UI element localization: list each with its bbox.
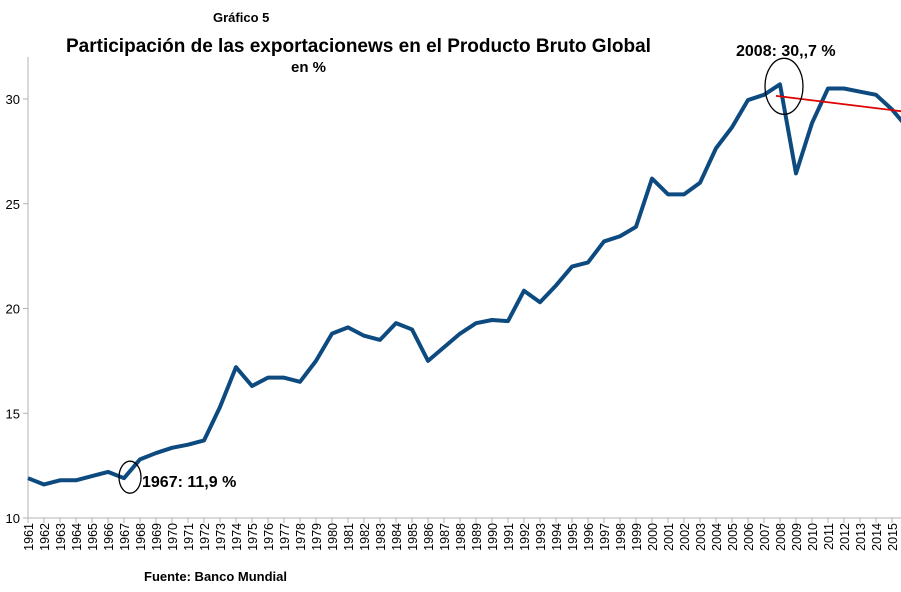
x-tick-label: 2003 xyxy=(694,523,708,551)
x-tick-label: 1965 xyxy=(86,523,100,551)
x-tick-label: 1986 xyxy=(422,523,436,551)
x-tick-label: 1968 xyxy=(134,523,148,551)
source-note: Fuente: Banco Mundial xyxy=(144,569,287,584)
x-tick-label: 1978 xyxy=(294,523,308,551)
x-tick-label: 1990 xyxy=(486,523,500,551)
x-tick-label: 1962 xyxy=(38,523,52,551)
x-tick-label: 2002 xyxy=(678,523,692,551)
chart-title: Participación de las exportacionews en e… xyxy=(66,36,651,57)
x-tick-label: 1987 xyxy=(438,523,452,551)
x-tick-label: 1999 xyxy=(630,523,644,551)
x-tick-label: 1977 xyxy=(278,523,292,551)
x-tick-label: 1989 xyxy=(470,523,484,551)
chart-subtitle: en % xyxy=(291,59,327,76)
y-tick-label: 10 xyxy=(6,511,20,526)
x-tick-label: 2010 xyxy=(806,523,820,551)
x-tick-label: 1988 xyxy=(454,523,468,551)
x-tick-label: 1998 xyxy=(614,523,628,551)
x-tick-label: 2000 xyxy=(646,523,660,551)
x-tick-label: 1985 xyxy=(406,523,420,551)
x-tick-label: 1991 xyxy=(502,523,516,551)
annotation-circle xyxy=(118,460,142,494)
x-tick-label: 1970 xyxy=(166,523,180,551)
y-tick-label: 15 xyxy=(6,406,20,421)
x-tick-label: 1963 xyxy=(54,523,68,551)
x-tick-label: 1992 xyxy=(518,523,532,551)
x-tick-label: 1964 xyxy=(70,523,84,551)
y-tick-label: 25 xyxy=(6,197,20,212)
x-tick-label: 1969 xyxy=(150,523,164,551)
x-tick-label: 2005 xyxy=(726,523,740,551)
x-tick-label: 1971 xyxy=(182,523,196,551)
series-line xyxy=(27,82,901,487)
trend-line xyxy=(775,94,901,113)
x-tick-label: 2011 xyxy=(822,523,836,550)
x-tick-label: 1975 xyxy=(246,523,260,551)
x-tick-label: 1972 xyxy=(198,523,212,551)
x-tick-label: 1984 xyxy=(390,523,404,551)
x-tick-label: 1994 xyxy=(550,523,564,551)
figure-label: Gráfico 5 xyxy=(213,10,270,25)
x-tick-label: 2013 xyxy=(854,523,868,551)
x-tick-label: 1961 xyxy=(22,523,36,551)
x-tick-label: 1980 xyxy=(326,523,340,551)
x-tick-label: 2015 xyxy=(886,523,900,551)
x-tick-label: 1995 xyxy=(566,523,580,551)
x-tick-label: 1982 xyxy=(358,523,372,551)
x-tick-label: 1973 xyxy=(214,523,228,551)
x-tick-label: 2014 xyxy=(870,523,884,551)
x-tick-label: 1983 xyxy=(374,523,388,551)
annotation-label: 1967: 11,9 % xyxy=(142,474,236,491)
x-tick-label: 2004 xyxy=(710,523,724,551)
x-tick-label: 1966 xyxy=(102,523,116,551)
x-tick-label: 1974 xyxy=(230,523,244,551)
y-tick-label: 30 xyxy=(6,92,20,107)
x-tick-label: 2008 xyxy=(774,523,788,551)
x-tick-label: 2012 xyxy=(838,523,852,551)
x-tick-label: 1997 xyxy=(598,523,612,551)
annotation-label: 2008: 30,,7 % xyxy=(736,43,836,60)
x-tick-label: 1981 xyxy=(342,523,356,551)
x-tick-label: 1993 xyxy=(534,523,548,551)
x-tick-label: 1976 xyxy=(262,523,276,551)
x-tick-label: 1967 xyxy=(118,523,132,551)
y-tick-label: 20 xyxy=(6,302,20,317)
x-tick-label: 2006 xyxy=(742,523,756,551)
x-tick-label: 1996 xyxy=(582,523,596,551)
x-tick-label: 2007 xyxy=(758,523,772,551)
annotation-circle xyxy=(764,57,804,115)
x-tick-label: 1979 xyxy=(310,523,324,551)
x-tick-label: 2001 xyxy=(662,523,676,551)
x-tick-label: 2009 xyxy=(790,523,804,551)
